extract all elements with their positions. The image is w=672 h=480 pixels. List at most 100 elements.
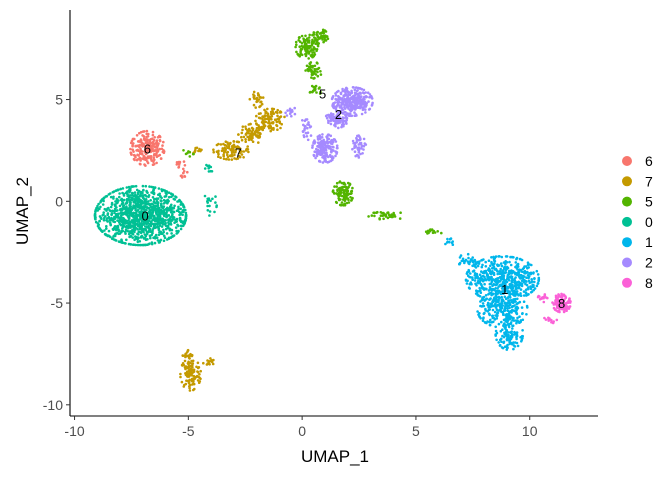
cell-point [544, 318, 548, 321]
cell-point [484, 309, 488, 312]
cell-point [199, 369, 202, 373]
cell-point [382, 211, 385, 215]
cell-point [505, 265, 509, 269]
cell-point [151, 137, 154, 140]
cell-point [196, 366, 200, 370]
cell-point [142, 205, 145, 208]
cell-point [479, 300, 482, 303]
cell-point [238, 149, 242, 152]
cell-point [477, 294, 481, 297]
cell-point [154, 233, 158, 237]
cell-point [146, 148, 150, 152]
cell-point [349, 109, 353, 113]
cell-point [203, 194, 207, 198]
cell-point [254, 106, 257, 109]
cell-point [157, 154, 160, 158]
cell-point [506, 321, 509, 324]
cell-point [179, 200, 183, 204]
cell-point [504, 271, 508, 274]
cell-point [527, 293, 530, 296]
cell-point [148, 214, 152, 217]
cell-point [251, 136, 254, 140]
cell-point [516, 284, 519, 287]
cell-point [488, 268, 491, 271]
cell-point [259, 116, 262, 120]
cell-point [516, 297, 519, 301]
cell-point [146, 211, 149, 215]
cell-point [123, 211, 126, 215]
cell-point [303, 127, 307, 130]
cell-point [114, 203, 117, 207]
cell-point [151, 202, 154, 206]
cell-point [160, 196, 163, 200]
cell-point [303, 124, 307, 128]
cell-point [478, 315, 481, 319]
cell-point [112, 220, 115, 223]
cell-point [228, 154, 232, 157]
cell-point [390, 213, 394, 216]
cell-point [500, 255, 504, 259]
cell-point [312, 46, 316, 49]
cell-point [515, 341, 519, 345]
cell-point [489, 272, 493, 276]
cell-point [155, 152, 158, 155]
cell-point [362, 148, 365, 151]
cell-point [122, 219, 125, 222]
cell-point [466, 260, 470, 263]
cell-point [151, 205, 155, 209]
cell-point [351, 139, 355, 143]
cell-point [496, 270, 499, 273]
cell-point [514, 261, 518, 264]
cell-point [386, 211, 389, 215]
cell-point [141, 191, 144, 195]
cell-point [514, 283, 517, 286]
cell-point [142, 228, 145, 232]
cell-point [316, 70, 319, 74]
cell-point [503, 295, 507, 299]
cell-point [113, 226, 116, 229]
cell-point [294, 40, 298, 44]
cell-point [476, 264, 480, 268]
cell-point [471, 256, 475, 259]
cell-point [320, 148, 324, 151]
cell-point [152, 154, 156, 157]
cell-point [555, 318, 559, 322]
cell-point [122, 204, 126, 207]
cell-point [135, 222, 139, 225]
cell-point [258, 126, 262, 129]
cell-point [146, 155, 150, 158]
cell-point [297, 36, 301, 39]
cell-point [308, 91, 312, 94]
cell-point [308, 33, 312, 37]
cell-point [246, 129, 249, 132]
cell-point [315, 151, 318, 154]
cell-point [232, 146, 235, 149]
cell-point [244, 125, 247, 128]
cell-point [121, 227, 124, 230]
cell-point [131, 143, 134, 147]
cell-point [118, 222, 122, 226]
cell-point [355, 138, 359, 142]
cell-point [120, 230, 123, 234]
cell-point [327, 160, 331, 164]
cell-point [130, 196, 134, 199]
cell-point [361, 91, 365, 94]
cell-point [166, 206, 169, 210]
cell-point [515, 331, 519, 335]
cell-point [162, 239, 166, 243]
cell-point [351, 186, 354, 190]
cell-point [311, 146, 314, 149]
cell-point [488, 323, 492, 327]
cell-point [205, 363, 209, 366]
x-tick-label: 0 [298, 423, 306, 439]
cell-point [478, 312, 481, 315]
cell-point [134, 144, 138, 148]
cell-point [345, 122, 348, 125]
cell-point [311, 33, 314, 37]
cell-point [351, 147, 354, 151]
cell-point [244, 138, 247, 141]
cell-point [368, 93, 372, 96]
cell-point [515, 302, 518, 306]
cell-point [478, 260, 481, 263]
cell-point [493, 310, 497, 314]
